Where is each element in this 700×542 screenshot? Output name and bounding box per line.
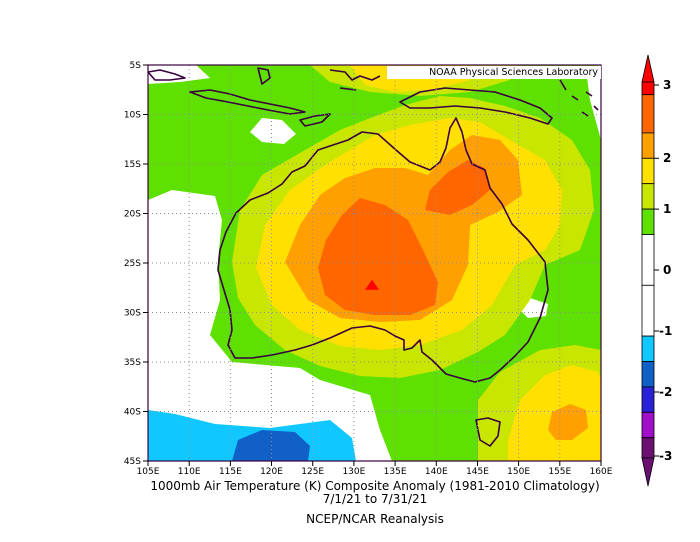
colorbar bbox=[641, 54, 655, 487]
colorbar-label: -2 bbox=[659, 385, 672, 399]
lon-label: 160E bbox=[590, 467, 613, 477]
lon-label: 120E bbox=[260, 467, 283, 477]
contour-white-west bbox=[148, 190, 392, 461]
lat-ticks bbox=[143, 64, 148, 462]
coastline-australia bbox=[217, 117, 549, 383]
coastline-newguinea bbox=[399, 87, 553, 125]
coastline-borneo-south bbox=[148, 69, 186, 81]
colorbar-segment bbox=[641, 157, 655, 185]
contour-white-timor bbox=[250, 118, 296, 144]
colorbar-arrow-bottom bbox=[641, 457, 655, 487]
colorbar-ticks bbox=[654, 84, 659, 457]
lon-label: 110E bbox=[178, 467, 201, 477]
lat-label: 45S bbox=[124, 457, 141, 467]
colorbar-segment bbox=[641, 94, 655, 134]
colorbar-labels: 3 2 1 0 -1 -2 -3 bbox=[659, 78, 672, 463]
colorbar-segment bbox=[641, 81, 655, 96]
contour-orange-northeast bbox=[425, 160, 490, 215]
colorbar-segment bbox=[641, 183, 655, 210]
lon-label: 140E bbox=[425, 467, 448, 477]
contour-orange-central bbox=[318, 198, 438, 315]
lon-label: 155E bbox=[548, 467, 571, 477]
lon-label: 130E bbox=[342, 467, 365, 477]
lon-label: 105E bbox=[137, 467, 160, 477]
lon-labels: 105E 110E 115E 120E 125E 130E 135E 140E … bbox=[137, 467, 613, 477]
contour-lightorange-southeast bbox=[548, 404, 588, 440]
lon-label: 125E bbox=[301, 467, 324, 477]
lat-label: 20S bbox=[124, 210, 141, 220]
lat-label: 10S bbox=[124, 111, 141, 121]
caption-date-range: 7/1/21 to 7/31/21 bbox=[322, 492, 428, 506]
coastline-tasmania bbox=[475, 417, 501, 447]
lat-label: 30S bbox=[124, 309, 141, 319]
coastline-islands-east bbox=[559, 79, 599, 117]
colorbar-segment bbox=[641, 132, 655, 159]
colorbar-segment bbox=[641, 361, 655, 388]
colorbar-segment bbox=[641, 335, 655, 362]
coastline-timor bbox=[299, 113, 331, 127]
lat-label: 35S bbox=[124, 358, 141, 368]
colorbar-segment bbox=[641, 411, 655, 439]
contour-white-east bbox=[586, 65, 601, 140]
lat-labels: 5S 10S 15S 20S 25S 30S 35S 40S 45S bbox=[124, 61, 141, 467]
colorbar-segment bbox=[641, 437, 655, 459]
colorbar-label: 0 bbox=[663, 263, 671, 277]
lon-label: 135E bbox=[384, 467, 407, 477]
coastline-sulawesi bbox=[257, 67, 271, 85]
colorbar-label: -1 bbox=[659, 324, 672, 338]
colorbar-label: -3 bbox=[659, 449, 672, 463]
colorbar-segment bbox=[641, 386, 655, 413]
colorbar-segment bbox=[641, 208, 655, 235]
colorbar-segment bbox=[641, 284, 655, 337]
credit-label: NOAA Physical Sciences Laboratory bbox=[387, 66, 601, 79]
colorbar-label: 2 bbox=[663, 151, 671, 165]
coastlines bbox=[148, 67, 599, 447]
anomaly-field bbox=[148, 65, 601, 461]
colorbar-label: 3 bbox=[663, 78, 671, 92]
caption-title: 1000mb Air Temperature (K) Composite Ano… bbox=[150, 479, 600, 493]
lon-label: 145E bbox=[466, 467, 489, 477]
maximum-marker-triangle bbox=[365, 279, 380, 290]
lon-label: 150E bbox=[507, 467, 530, 477]
caption-source: NCEP/NCAR Reanalysis bbox=[306, 512, 444, 526]
colorbar-arrow-top bbox=[641, 54, 655, 83]
colorbar-label: 1 bbox=[663, 202, 671, 216]
lat-label: 15S bbox=[124, 160, 141, 170]
lat-label: 25S bbox=[124, 259, 141, 269]
lat-label: 5S bbox=[130, 61, 142, 71]
lon-ticks bbox=[147, 461, 602, 466]
lat-label: 40S bbox=[124, 408, 141, 418]
colorbar-segment bbox=[641, 234, 655, 286]
lon-label: 115E bbox=[219, 467, 242, 477]
